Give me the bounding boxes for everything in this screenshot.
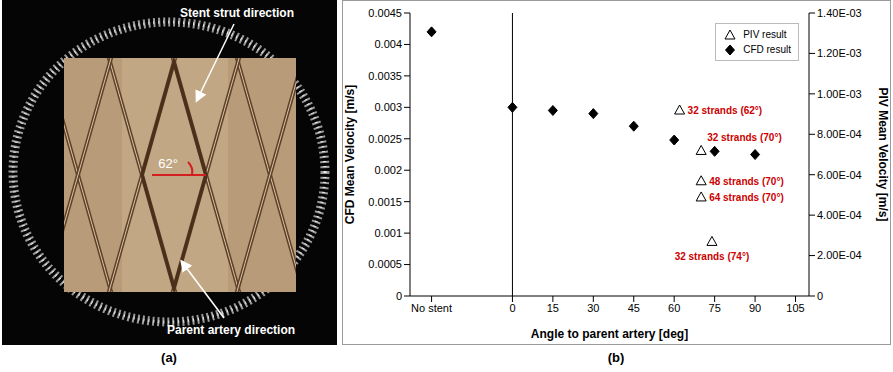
svg-text:45: 45 (628, 302, 640, 314)
svg-text:0: 0 (396, 290, 402, 302)
svg-text:60: 60 (668, 302, 680, 314)
svg-text:1.00E-03: 1.00E-03 (817, 88, 862, 100)
svg-text:0.004: 0.004 (374, 38, 402, 50)
svg-text:0.0025: 0.0025 (368, 133, 402, 145)
svg-text:0: 0 (509, 302, 515, 314)
svg-text:0.0015: 0.0015 (368, 196, 402, 208)
svg-text:Stent strut direction: Stent strut direction (180, 6, 294, 20)
svg-text:Parent artery direction: Parent artery direction (167, 323, 295, 337)
svg-text:0.0045: 0.0045 (368, 7, 402, 19)
svg-text:15: 15 (547, 302, 559, 314)
svg-text:90: 90 (749, 302, 761, 314)
svg-text:32 strands (62°): 32 strands (62°) (688, 105, 763, 116)
html-text:(b): (b) (607, 350, 625, 365)
svg-text:105: 105 (786, 302, 804, 314)
svg-text:30: 30 (587, 302, 599, 314)
svg-text:0.0035: 0.0035 (368, 70, 402, 82)
svg-text:0.001: 0.001 (374, 227, 402, 239)
svg-text:32 strands (74°): 32 strands (74°) (675, 251, 750, 262)
svg-text:0.003: 0.003 (374, 101, 402, 113)
svg-text:No stent: No stent (411, 302, 452, 314)
svg-text:4.00E-04: 4.00E-04 (817, 209, 862, 221)
svg-text:75: 75 (709, 302, 721, 314)
svg-text:CFD Mean Velocity [m/s]: CFD Mean Velocity [m/s] (343, 85, 357, 224)
svg-text:0.002: 0.002 (374, 164, 402, 176)
svg-text:64 strands (70°): 64 strands (70°) (709, 192, 784, 203)
svg-text:62°: 62° (158, 156, 178, 171)
svg-text:8.00E-04: 8.00E-04 (817, 128, 862, 140)
svg-text:1.40E-03: 1.40E-03 (817, 7, 862, 19)
svg-text:0.0005: 0.0005 (368, 258, 402, 270)
svg-text:6.00E-04: 6.00E-04 (817, 169, 862, 181)
svg-text:32 strands (70°): 32 strands (70°) (707, 132, 782, 143)
svg-text:2.00E-04: 2.00E-04 (817, 249, 862, 261)
html-text:PIV result: PIV result (743, 29, 787, 40)
svg-text:1.20E-03: 1.20E-03 (817, 47, 862, 59)
html-text:CFD result: CFD result (743, 44, 791, 55)
svg-text:48 strands (70°): 48 strands (70°) (709, 176, 784, 187)
svg-text:0: 0 (817, 290, 823, 302)
svg-text:PIV Mean Velocity [m/s]: PIV Mean Velocity [m/s] (876, 87, 890, 221)
svg-text:Angle to parent artery [deg]: Angle to parent artery [deg] (531, 327, 688, 341)
html-text:(a): (a) (161, 350, 177, 365)
